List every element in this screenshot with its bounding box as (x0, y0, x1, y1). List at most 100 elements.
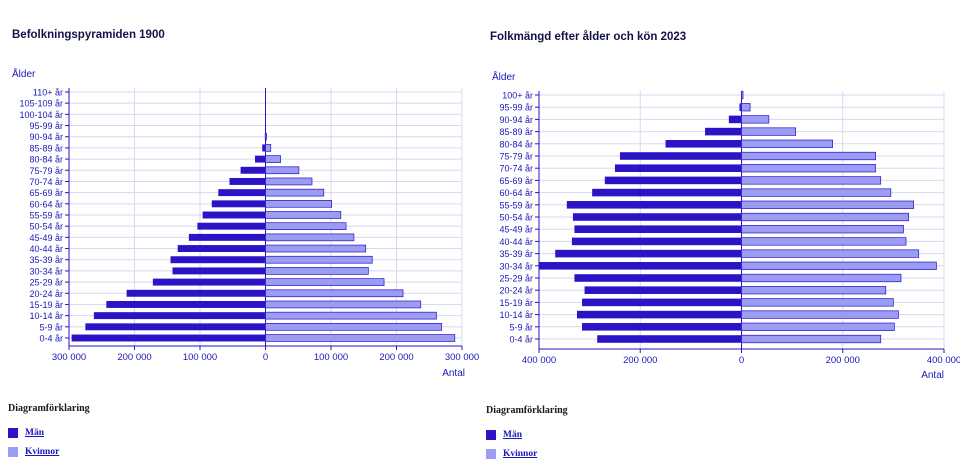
y-tick-label: 15-19 år (29, 300, 63, 310)
legend-heading: Diagramförklaring (486, 405, 568, 416)
bar-men (566, 201, 742, 209)
y-tick-label: 105-109 år (19, 99, 63, 109)
bar-women (741, 237, 907, 246)
y-tick-label: 95-99 år (29, 121, 63, 131)
y-tick-label: 5-9 år (509, 322, 533, 332)
bar-women (741, 273, 902, 283)
bar-men (71, 334, 266, 342)
bar-women (265, 300, 422, 309)
y-tick-label: 30-34 år (29, 266, 63, 276)
bar-women (741, 310, 899, 319)
y-tick-label: 60-64 år (29, 199, 63, 209)
bar-women (265, 166, 300, 175)
bar-men (170, 256, 266, 264)
bar-women (265, 155, 281, 163)
bar-women (741, 261, 937, 270)
y-tick-label: 75-79 år (29, 166, 63, 176)
bar-women (741, 127, 797, 136)
bar-women (265, 278, 385, 286)
bar-men (152, 278, 266, 286)
legend-link-men[interactable]: Män (25, 428, 44, 438)
y-tick-label: 50-54 år (499, 213, 533, 223)
y-tick-label: 80-84 år (499, 139, 533, 149)
legend-link-women[interactable]: Kvinnor (503, 449, 538, 459)
bar-men (604, 176, 742, 185)
bar-women (741, 212, 909, 222)
y-tick-label: 20-24 år (499, 286, 533, 296)
bar-men (597, 335, 742, 343)
bar-men (177, 245, 266, 253)
y-tick-label: 85-89 år (499, 127, 533, 137)
legend-item-women[interactable]: Kvinnor (8, 443, 90, 461)
x-tick-label: 200 000 (826, 355, 860, 366)
bar-men (739, 103, 742, 111)
bar-men (539, 262, 742, 270)
bar-women (741, 286, 887, 295)
bar-men (582, 298, 742, 307)
legend-heading: Diagramförklaring (8, 403, 90, 414)
women-swatch (8, 447, 18, 457)
bar-women (265, 188, 325, 197)
bar-men (728, 115, 742, 124)
bar-men (574, 225, 742, 233)
legend-link-women[interactable]: Kvinnor (25, 447, 60, 457)
bar-women (265, 267, 369, 275)
bar-women (741, 225, 904, 234)
men-swatch (8, 428, 18, 438)
bar-women (741, 200, 914, 209)
bar-men (592, 188, 742, 197)
bar-women (741, 322, 895, 331)
bar-men (197, 222, 266, 230)
bar-men (665, 140, 742, 148)
y-tick-label: 55-59 år (29, 211, 63, 221)
legend-item-men[interactable]: Män (8, 424, 90, 442)
bar-women (265, 211, 342, 219)
legend: Diagramförklaring Män Kvinnor (486, 405, 568, 464)
bar-women (265, 200, 333, 208)
y-tick-label: 10-14 år (499, 310, 533, 320)
bar-women (741, 90, 744, 100)
bar-women (741, 139, 833, 148)
y-tick-label: 55-59 år (499, 200, 533, 210)
bar-men (582, 323, 742, 331)
bar-women (265, 144, 272, 152)
bar-men (262, 144, 266, 152)
legend-item-men[interactable]: Män (486, 426, 568, 444)
y-tick-label: 50-54 år (29, 222, 63, 232)
bar-men (211, 200, 266, 208)
bar-men (584, 286, 742, 294)
bar-men (571, 237, 742, 246)
y-tick-label: 40-44 år (499, 237, 533, 247)
bar-men (572, 213, 742, 221)
bar-women (741, 103, 751, 112)
y-tick-label: 15-19 år (499, 298, 533, 308)
bar-women (265, 222, 347, 230)
legend-item-women[interactable]: Kvinnor (486, 445, 568, 463)
bar-men (85, 323, 266, 331)
chart-title: Folkmängd efter ålder och kön 2023 (490, 31, 687, 43)
bar-women (741, 298, 894, 307)
y-axis-title: Ålder (12, 67, 36, 80)
y-tick-label: 90-94 år (29, 132, 63, 142)
legend-link-men[interactable]: Män (503, 430, 522, 440)
y-tick-label: 100-104 år (19, 110, 63, 120)
x-tick-label: 200 000 (117, 352, 151, 363)
bar-men (172, 267, 266, 275)
x-tick-label: 200 000 (623, 355, 657, 366)
legend: Diagramförklaring Män Kvinnor (8, 403, 90, 462)
y-tick-label: 40-44 år (29, 244, 63, 254)
bar-women (265, 334, 456, 342)
y-tick-label: 45-49 år (499, 225, 533, 235)
bar-men (555, 249, 742, 258)
bar-women (265, 289, 404, 298)
y-tick-label: 0-4 år (509, 335, 533, 345)
bar-men (614, 164, 742, 172)
x-tick-label: 0 (739, 355, 744, 366)
bar-women (741, 176, 882, 185)
y-tick-label: 35-39 år (499, 249, 533, 259)
bar-women (741, 249, 920, 258)
pyramid-2023-plot: 100+ år 95-99 år 90-94 år 85-89 år 80-84 år 7… (492, 70, 960, 381)
x-tick-label: 400 000 (927, 355, 960, 366)
bar-women (265, 323, 443, 331)
